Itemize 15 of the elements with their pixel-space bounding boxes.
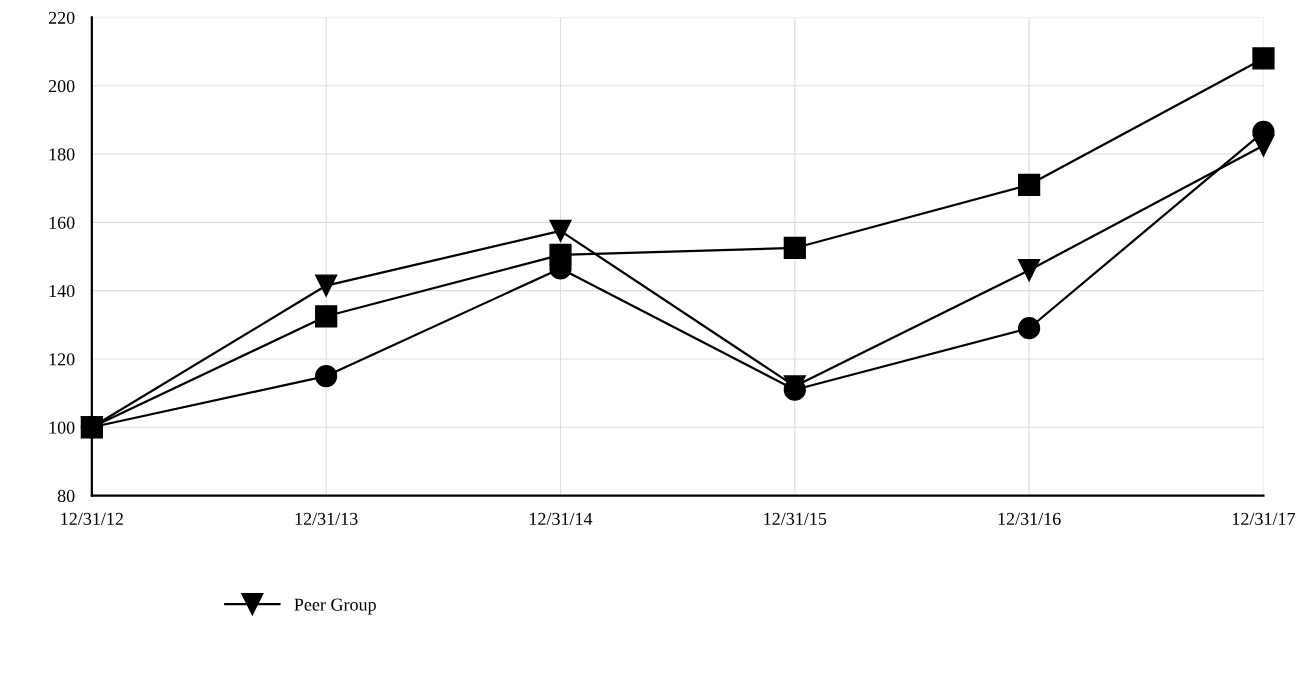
- y-tick-label: 180: [49, 148, 75, 161]
- x-tick-label: 12/31/13: [295, 512, 358, 525]
- x-tick-label: 12/31/14: [529, 512, 593, 525]
- y-tick-label: 140: [49, 284, 75, 298]
- y-tick-label: 200: [48, 80, 75, 93]
- x-tick-label: 12/31/17: [1232, 512, 1296, 525]
- y-tick-label: 160: [49, 216, 75, 229]
- x-tick-label: 12/31/12: [61, 512, 123, 525]
- legend-label: Peer Group: [294, 598, 376, 615]
- y-tick-label: 100: [49, 421, 75, 434]
- x-tick-label: 12/31/16: [998, 512, 1061, 525]
- x-tick-label: 12/31/15: [764, 512, 827, 525]
- y-tick-label: 80: [57, 489, 75, 503]
- y-tick-label: 120: [49, 353, 75, 366]
- y-tick-label: 220: [48, 11, 75, 24]
